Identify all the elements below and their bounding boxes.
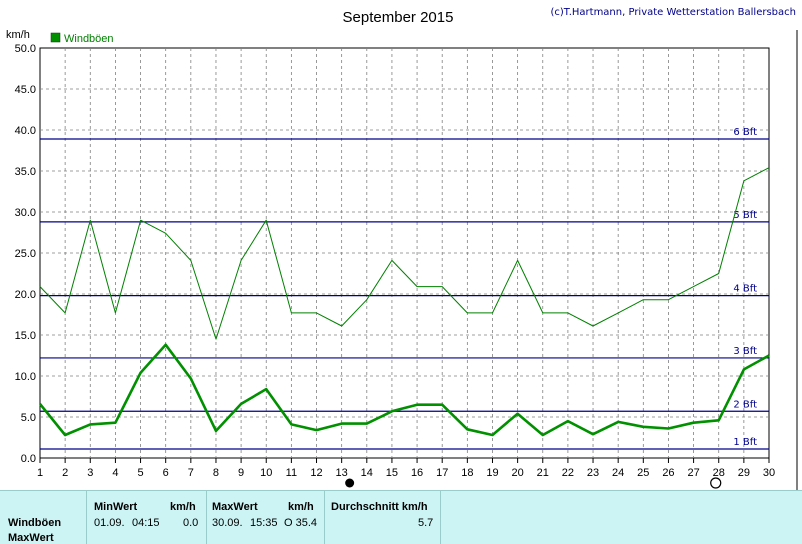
x-tick-label: 16 <box>411 467 423 479</box>
max-header: MaxWert <box>212 501 258 513</box>
x-tick-label: 30 <box>763 467 775 479</box>
max-time: 15:35 <box>250 517 278 529</box>
gust-line <box>39 167 770 340</box>
x-tick-label: 29 <box>738 467 750 479</box>
average-wind-line <box>38 343 770 437</box>
x-tick-label: 9 <box>238 467 244 479</box>
beaufort-label: 4 Bft <box>733 284 757 295</box>
footer-separator <box>86 491 87 544</box>
min-unit: km/h <box>170 501 196 513</box>
beaufort-label: 1 Bft <box>733 437 757 448</box>
x-tick-label: 2 <box>62 467 68 479</box>
x-tick-label: 13 <box>336 467 348 479</box>
x-tick-label: 5 <box>137 467 143 479</box>
x-tick-label: 18 <box>461 467 473 479</box>
full-moon-icon <box>710 477 722 489</box>
min-value: 0.0 <box>183 517 199 529</box>
y-tick-label: 25.0 <box>15 248 36 260</box>
x-tick-label: 7 <box>188 467 194 479</box>
x-tick-label: 17 <box>436 467 448 479</box>
legend-swatch <box>50 32 61 43</box>
footer-separator <box>206 491 207 544</box>
x-tick-label: 19 <box>486 467 498 479</box>
y-tick-label: 40.0 <box>15 125 36 137</box>
max-date: 30.09. <box>212 517 243 529</box>
footer-separator <box>324 491 325 544</box>
footer-separator <box>440 491 441 544</box>
min-time: 04:15 <box>132 517 160 529</box>
max-value: O 35.4 <box>284 517 318 529</box>
x-tick-label: 23 <box>587 467 599 479</box>
credit-text: (c)T.Hartmann, Private Wetterstation Bal… <box>550 7 796 18</box>
max-unit: km/h <box>288 501 314 513</box>
beaufort-label: 2 Bft <box>733 399 757 410</box>
x-tick-label: 12 <box>310 467 322 479</box>
x-tick-label: 14 <box>361 467 373 479</box>
y-tick-label: 20.0 <box>15 289 36 301</box>
x-tick-label: 20 <box>511 467 523 479</box>
avg-header: Durchschnitt km/h <box>331 501 428 513</box>
footer-stats-panel: Windböen MaxWert MinWert km/h 01.09. 04:… <box>0 490 802 544</box>
beaufort-label: 3 Bft <box>733 346 757 357</box>
y-axis-label: km/h <box>6 29 30 41</box>
x-tick-label: 1 <box>37 467 43 479</box>
x-tick-label: 10 <box>260 467 272 479</box>
x-tick-label: 27 <box>687 467 699 479</box>
y-tick-label: 50.0 <box>15 43 36 55</box>
y-tick-label: 0.0 <box>21 453 36 465</box>
min-date: 01.09. <box>94 517 125 529</box>
x-tick-label: 28 <box>713 467 725 479</box>
x-tick-label: 21 <box>537 467 549 479</box>
beaufort-label: 5 Bft <box>733 210 757 221</box>
row-label-windboeen: Windböen <box>8 517 62 529</box>
x-tick-label: 4 <box>112 467 118 479</box>
y-tick-label: 30.0 <box>15 207 36 219</box>
x-tick-label: 6 <box>163 467 169 479</box>
y-tick-label: 15.0 <box>15 330 36 342</box>
y-tick-label: 10.0 <box>15 371 36 383</box>
beaufort-label: 6 Bft <box>733 127 757 138</box>
wind-gust-chart: September 2015 (c)T.Hartmann, Private We… <box>6 7 798 490</box>
x-tick-label: 26 <box>662 467 674 479</box>
x-tick-label: 8 <box>213 467 219 479</box>
x-tick-label: 22 <box>562 467 574 479</box>
y-tick-label: 45.0 <box>15 84 36 96</box>
x-tick-label: 15 <box>386 467 398 479</box>
min-header: MinWert <box>94 501 138 513</box>
y-tick-label: 5.0 <box>21 412 36 424</box>
avg-value: 5.7 <box>418 517 434 529</box>
x-tick-label: 11 <box>286 467 297 479</box>
new-moon-icon <box>345 478 355 488</box>
chart-title: September 2015 <box>343 9 454 26</box>
y-tick-label: 35.0 <box>15 166 36 178</box>
row-label-maxwert: MaxWert <box>8 532 54 544</box>
x-tick-label: 3 <box>87 467 93 479</box>
legend-label: Windböen <box>64 33 114 45</box>
x-tick-label: 25 <box>637 467 649 479</box>
x-tick-label: 24 <box>612 467 624 479</box>
